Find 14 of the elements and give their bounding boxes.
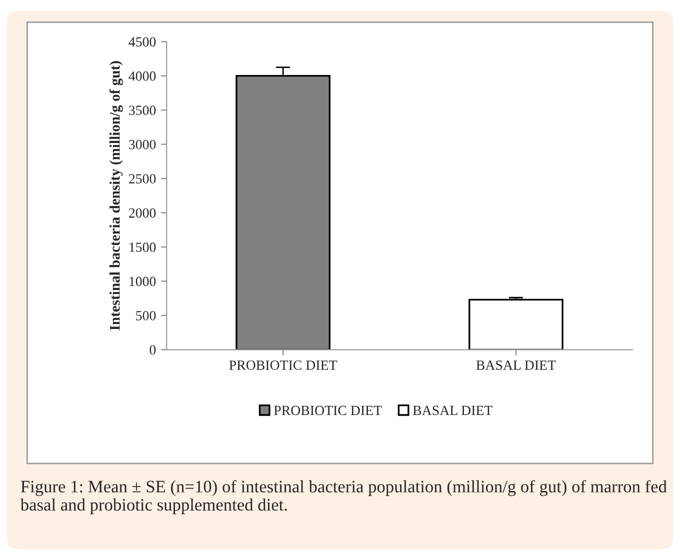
caption: Figure 1: Mean ± SE (n=10) of intestinal bacteria population (million/g of gut) of marron fed basal and probiotic supplemented diet. <box>20 480 667 514</box>
y-tick-label: 2000 <box>129 208 156 218</box>
y-tick-label: 4000 <box>128 71 156 81</box>
y-tick-label: 2500 <box>129 174 156 184</box>
y-tick-label: 500 <box>136 311 156 320</box>
y-tick-label: 3000 <box>129 140 156 150</box>
y-tick-label: 1500 <box>130 242 156 252</box>
legend-label: PROBIOTIC DIET <box>274 406 382 416</box>
legend-label: BASAL DIET <box>412 406 492 416</box>
y-tick-label: 3500 <box>129 106 156 116</box>
y-axis-title: Intestinal bacteria density (million/g of gut) <box>109 61 123 330</box>
y-tick-label: 0 <box>150 345 156 355</box>
y-tick-label: 4500 <box>128 37 156 47</box>
y-tick-label: 1000 <box>130 276 156 286</box>
